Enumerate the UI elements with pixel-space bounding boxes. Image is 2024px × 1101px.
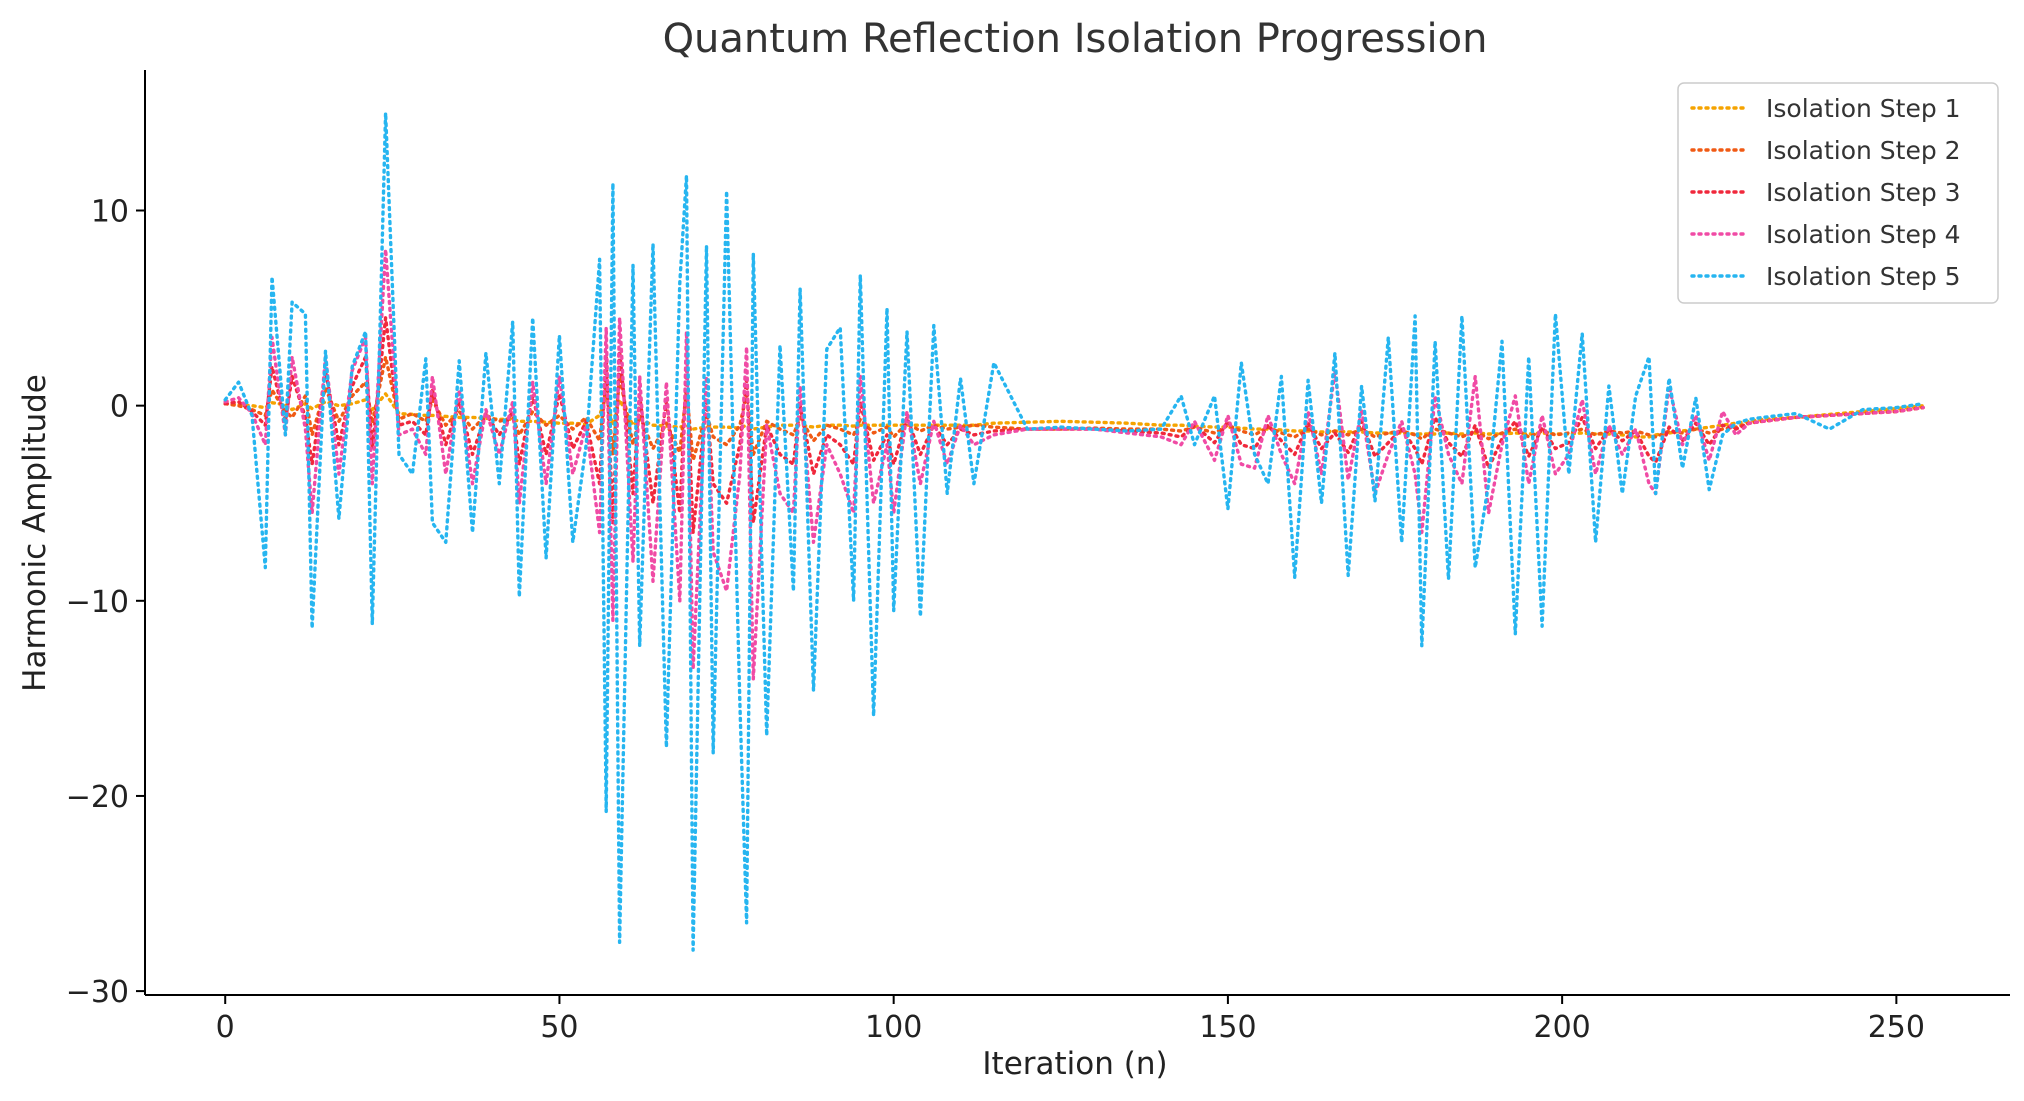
legend-label-4: Isolation Step 4 xyxy=(1766,220,1961,249)
x-tick-label: 200 xyxy=(1533,1010,1590,1045)
legend: Isolation Step 1 Isolation Step 2 Isolatio… xyxy=(1677,82,1999,304)
x-tick-label: 0 xyxy=(216,1010,235,1045)
legend-label-5: Isolation Step 5 xyxy=(1766,262,1961,291)
x-ticks: 0 50 100 150 200 250 xyxy=(216,995,1925,1045)
series-layer xyxy=(223,111,1925,952)
y-tick-label: −20 xyxy=(66,780,129,815)
y-axis-title: Harmonic Amplitude xyxy=(17,374,53,692)
y-ticks: −30 −20 −10 0 10 xyxy=(66,195,145,1010)
x-axis-title: Iteration (n) xyxy=(982,1046,1167,1082)
x-tick-label: 100 xyxy=(865,1010,922,1045)
y-tick-label: 10 xyxy=(91,195,129,230)
legend-label-2: Isolation Step 2 xyxy=(1766,136,1961,165)
y-tick-label: −10 xyxy=(66,585,129,620)
series-line-5 xyxy=(223,111,1925,952)
legend-label-1: Isolation Step 1 xyxy=(1766,94,1961,123)
x-tick-label: 250 xyxy=(1868,1010,1925,1045)
y-tick-label: 0 xyxy=(110,390,129,425)
series-line-4 xyxy=(223,247,1925,681)
chart-title: Quantum Reflection Isolation Progression xyxy=(663,16,1488,62)
x-tick-label: 50 xyxy=(540,1010,578,1045)
legend-label-3: Isolation Step 3 xyxy=(1766,178,1961,207)
legend-box xyxy=(1677,82,1999,304)
legend-items: Isolation Step 1 Isolation Step 2 Isolatio… xyxy=(1690,94,1961,291)
y-tick-label: −30 xyxy=(66,975,129,1010)
x-tick-label: 150 xyxy=(1199,1010,1256,1045)
